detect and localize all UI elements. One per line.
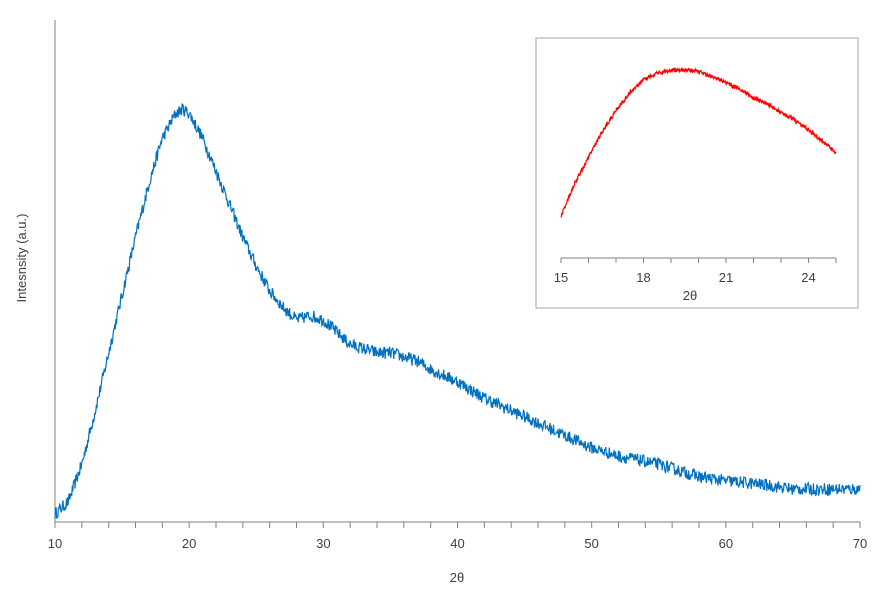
main-x-tick-label: 70 [853, 536, 867, 551]
main-x-tick-label: 60 [719, 536, 733, 551]
inset-x-axis-title: 2θ [683, 288, 697, 303]
inset-x-tick-label: 24 [801, 270, 815, 285]
main-y-axis-title: Intesnsity (a.u.) [14, 214, 29, 303]
inset-x-tick-label: 15 [554, 270, 568, 285]
inset-x-tick-label: 21 [719, 270, 733, 285]
main-x-tick-label: 30 [316, 536, 330, 551]
main-x-tick-label: 10 [48, 536, 62, 551]
main-x-tick-label: 40 [450, 536, 464, 551]
inset-x-ticks: 15 18 21 24 [554, 258, 837, 285]
inset-x-tick-label: 18 [636, 270, 650, 285]
main-x-ticks: 10 20 30 40 50 60 70 [48, 522, 867, 551]
main-series-line [54, 103, 861, 519]
main-x-tick-label: 50 [584, 536, 598, 551]
main-x-tick-label: 20 [182, 536, 196, 551]
inset-plot: 15 18 21 24 2θ [535, 37, 859, 309]
inset-series-line [560, 66, 837, 218]
main-plot: 10 20 30 40 50 60 70 2θ Intesnsity (a.u.) [14, 20, 867, 585]
inset-frame [535, 37, 859, 309]
main-x-axis-title: 2θ [450, 570, 464, 585]
